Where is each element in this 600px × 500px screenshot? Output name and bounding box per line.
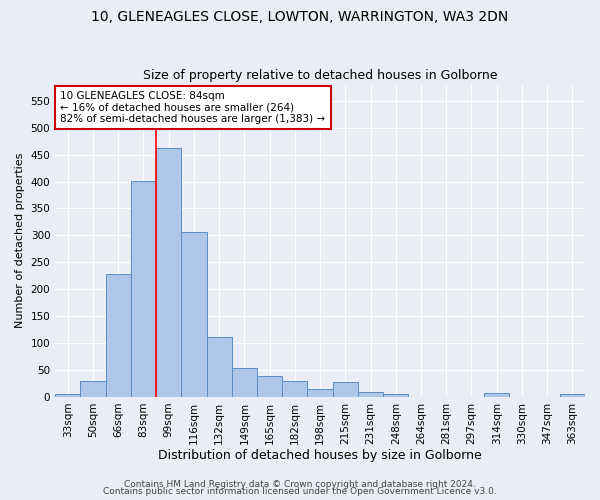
Bar	[206, 337, 232, 397]
Bar	[80, 381, 106, 397]
Bar	[358, 392, 383, 397]
X-axis label: Distribution of detached houses by size in Golborne: Distribution of detached houses by size …	[158, 450, 482, 462]
Bar	[55, 394, 80, 397]
Bar	[383, 394, 409, 397]
Y-axis label: Number of detached properties: Number of detached properties	[15, 153, 25, 328]
Bar	[307, 390, 332, 397]
Bar	[106, 274, 131, 397]
Bar	[181, 232, 206, 397]
Text: Contains public sector information licensed under the Open Government Licence v3: Contains public sector information licen…	[103, 487, 497, 496]
Bar	[282, 381, 307, 397]
Bar	[257, 376, 282, 397]
Bar	[131, 181, 156, 397]
Text: 10 GLENEAGLES CLOSE: 84sqm
← 16% of detached houses are smaller (264)
82% of sem: 10 GLENEAGLES CLOSE: 84sqm ← 16% of deta…	[61, 91, 326, 124]
Bar	[560, 394, 585, 397]
Text: Contains HM Land Registry data © Crown copyright and database right 2024.: Contains HM Land Registry data © Crown c…	[124, 480, 476, 489]
Bar	[232, 368, 257, 397]
Bar	[332, 382, 358, 397]
Text: 10, GLENEAGLES CLOSE, LOWTON, WARRINGTON, WA3 2DN: 10, GLENEAGLES CLOSE, LOWTON, WARRINGTON…	[91, 10, 509, 24]
Bar	[484, 392, 509, 397]
Title: Size of property relative to detached houses in Golborne: Size of property relative to detached ho…	[143, 69, 497, 82]
Bar	[156, 148, 181, 397]
